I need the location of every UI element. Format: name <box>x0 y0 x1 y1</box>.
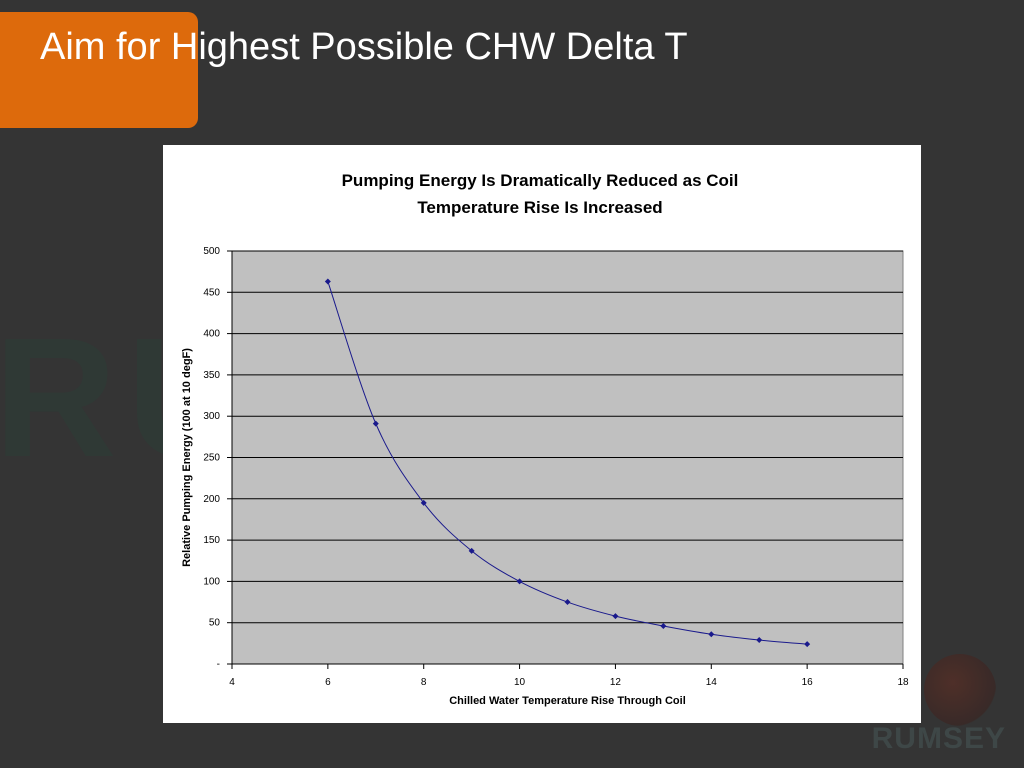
data-point <box>708 631 715 638</box>
logo-emblem <box>924 654 996 726</box>
y-tick-label: 300 <box>203 411 220 422</box>
data-point <box>468 547 475 554</box>
y-tick-label: 150 <box>203 535 220 546</box>
y-tick-label: 100 <box>203 576 220 587</box>
y-tick-label: 250 <box>203 453 220 464</box>
y-tick-label: 450 <box>203 287 220 298</box>
x-tick-label: 10 <box>514 677 526 688</box>
y-axis-title: Relative Pumping Energy (100 at 10 degF) <box>181 348 193 567</box>
rumsey-logo: RUMSEY <box>860 650 1024 768</box>
chart-panel: Pumping Energy Is Dramatically Reduced a… <box>163 145 921 723</box>
chart-svg: Pumping Energy Is Dramatically Reduced a… <box>181 171 909 707</box>
data-point <box>804 641 811 648</box>
series-line <box>327 281 808 645</box>
x-tick-label: 14 <box>706 677 718 688</box>
x-tick-label: 16 <box>802 677 814 688</box>
data-point <box>564 599 571 606</box>
y-tick-label: 50 <box>209 618 221 629</box>
y-tick-label: 200 <box>203 494 220 505</box>
chart-title-line: Temperature Rise Is Increased <box>417 198 662 217</box>
y-tick-label: 400 <box>203 329 220 340</box>
data-point <box>420 499 427 506</box>
data-point <box>612 613 619 620</box>
y-tick-label: 500 <box>203 246 220 257</box>
x-tick-label: 12 <box>610 677 622 688</box>
logo-text: RUMSEY <box>871 722 1006 755</box>
data-point <box>372 420 379 427</box>
y-tick-label: 350 <box>203 370 220 381</box>
x-tick-label: 8 <box>421 677 427 688</box>
x-axis-title: Chilled Water Temperature Rise Through C… <box>449 695 686 707</box>
x-tick-label: 4 <box>229 677 235 688</box>
data-point <box>756 637 763 644</box>
accent-tab <box>0 12 198 128</box>
slide-title: Aim for Highest Possible CHW Delta T <box>40 26 688 68</box>
y-tick-label: - <box>217 659 220 670</box>
data-point <box>324 278 331 285</box>
x-tick-label: 18 <box>897 677 909 688</box>
data-point <box>516 578 523 585</box>
x-tick-label: 6 <box>325 677 331 688</box>
chart-title-line: Pumping Energy Is Dramatically Reduced a… <box>342 171 739 190</box>
data-point <box>660 623 667 630</box>
